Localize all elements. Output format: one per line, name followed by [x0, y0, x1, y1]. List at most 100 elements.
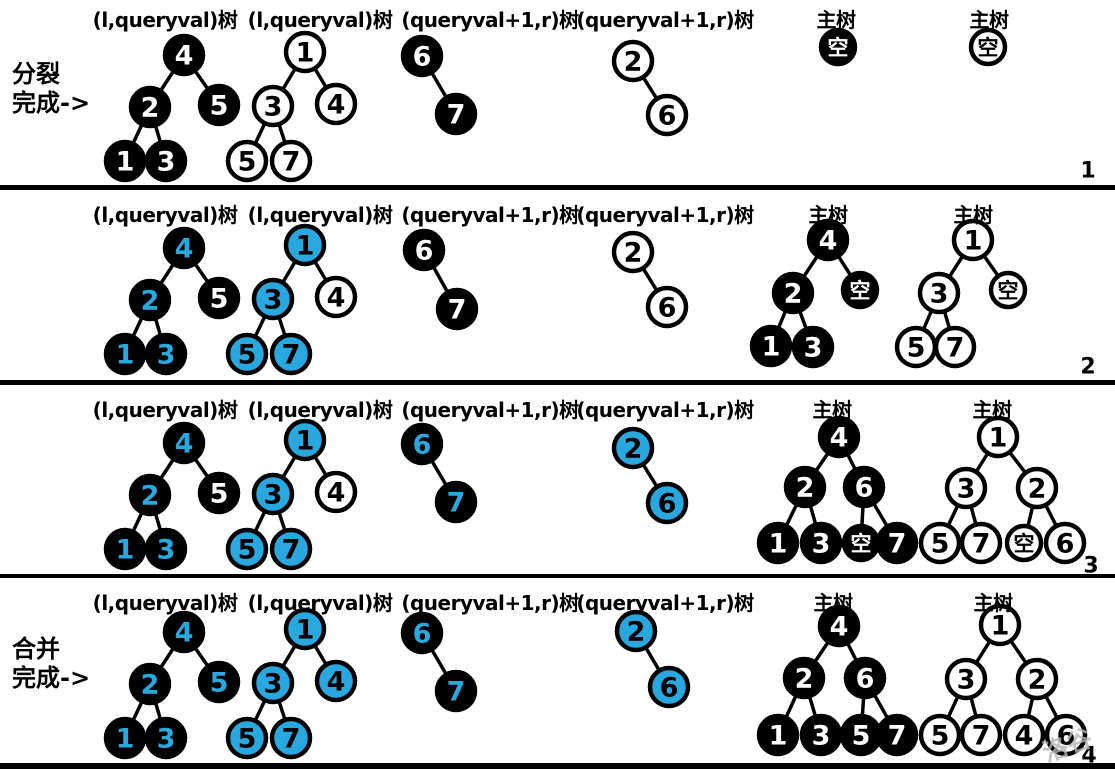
node-circle: [162, 33, 206, 77]
node-circle: [1002, 713, 1046, 757]
tree-node-7: 7: [269, 139, 313, 183]
tree-node-5: 5: [839, 713, 883, 757]
node-value: 1: [296, 615, 315, 646]
tree-node-6: 6: [402, 228, 446, 272]
tree-node-2: 2: [1015, 466, 1059, 510]
node-value: 1: [116, 340, 135, 371]
node-value: 空: [828, 36, 849, 60]
node-value: 1: [116, 535, 135, 566]
tree-node-空: 空: [818, 27, 858, 67]
node-value: 7: [282, 340, 301, 371]
row2-main-black-tree: 42 空 1 3: [749, 218, 880, 369]
node-circle: [875, 521, 919, 565]
tree-node-2: 2: [771, 271, 815, 315]
tree-node-7: 7: [434, 669, 478, 713]
node-circle: [251, 84, 295, 128]
node-value: 3: [264, 92, 283, 123]
tree-node-2: 2: [783, 465, 827, 509]
node-value: 1: [296, 38, 315, 69]
row3-queryval-r-blue-tree: 26: [611, 426, 689, 525]
node-circle: [875, 713, 919, 757]
node-circle: [269, 527, 313, 571]
tree-node-3: 3: [251, 472, 295, 516]
tree-node-1: 1: [103, 527, 147, 571]
tree-node-5: 5: [225, 332, 269, 376]
tree-node-3: 3: [791, 325, 835, 369]
node-value: 1: [964, 226, 983, 257]
node-circle: [144, 139, 188, 183]
node-circle: [1044, 713, 1088, 757]
node-circle: [918, 521, 962, 565]
tree-node-7: 7: [933, 325, 977, 369]
node-value: 2: [627, 617, 646, 648]
node-circle: [840, 270, 880, 310]
row4-queryval-r-black-tree: 67: [400, 611, 478, 713]
node-value: 7: [447, 677, 466, 708]
node-value: 4: [175, 234, 194, 265]
node-circle: [959, 713, 1003, 757]
node-circle: [314, 470, 358, 514]
node-value: 4: [1015, 721, 1034, 752]
node-circle: [197, 660, 241, 704]
node-value: 6: [413, 619, 432, 650]
node-value: 3: [812, 529, 831, 560]
node-value: 1: [769, 529, 788, 560]
node-value: 4: [175, 429, 194, 460]
node-circle: [434, 92, 478, 136]
node-value: 3: [264, 480, 283, 511]
node-value: 7: [448, 295, 467, 326]
node-circle: [791, 325, 835, 369]
tree-node-1: 1: [951, 218, 995, 262]
tree-node-3: 3: [917, 271, 961, 315]
node-circle: [799, 521, 843, 565]
node-circle: [1015, 657, 1059, 701]
tree-header: (l,queryval)树: [247, 591, 393, 615]
node-value: 3: [957, 474, 976, 505]
tree-header: (queryval+1,r)树: [401, 8, 579, 32]
node-value: 6: [415, 236, 434, 267]
tree-header: (l,queryval)树: [247, 398, 393, 422]
tree-header: (l,queryval)树: [92, 591, 238, 615]
row2-queryval-r-black-tree: 67: [402, 228, 479, 331]
node-circle: [283, 30, 327, 74]
tree-node-1: 1: [283, 30, 327, 74]
row3-main-black-tree: 42 6 1 3 空 7: [756, 415, 919, 565]
tree-header: (queryval+1,r)树: [576, 398, 754, 422]
tree-node-5: 5: [225, 527, 269, 571]
tree-node-5: 5: [918, 713, 962, 757]
node-value: 4: [175, 41, 194, 72]
node-circle: [771, 271, 815, 315]
tree-node-1: 1: [978, 603, 1022, 647]
row3-main-white-tree: 13 2 5 7 空 6: [918, 415, 1087, 565]
tree-node-2: 2: [782, 656, 826, 700]
row2-queryval-r-white-tree: 26: [611, 230, 689, 329]
main-tree-header: 主树: [953, 203, 994, 227]
node-circle: [197, 83, 241, 127]
tree-node-2: 2: [611, 39, 655, 83]
node-value: 空: [1014, 532, 1035, 556]
tree-node-3: 3: [144, 527, 188, 571]
node-circle: [435, 287, 479, 331]
tree-node-5: 5: [894, 325, 938, 369]
node-circle: [783, 465, 827, 509]
row3-l-queryval-black-tree: 42 5 1 3: [103, 421, 241, 571]
node-circle: [103, 716, 147, 760]
node-circle: [103, 527, 147, 571]
node-value: 空: [851, 532, 872, 556]
node-value: 7: [946, 333, 965, 364]
node-circle: [1015, 466, 1059, 510]
node-value: 5: [238, 724, 257, 755]
tree-node-4: 4: [162, 226, 206, 270]
tree-node-1: 1: [756, 713, 800, 757]
tree-header: (l,queryval)树: [92, 398, 238, 422]
node-circle: [918, 713, 962, 757]
node-circle: [128, 473, 172, 517]
node-circle: [400, 34, 444, 78]
tree-node-6: 6: [1043, 521, 1087, 565]
tree-node-1: 1: [103, 139, 147, 183]
row4-l-queryval-black-tree: 42 5 1 3: [103, 610, 241, 760]
node-circle: [314, 275, 358, 319]
row-separator: [0, 574, 1115, 578]
tree-node-4: 4: [162, 33, 206, 77]
